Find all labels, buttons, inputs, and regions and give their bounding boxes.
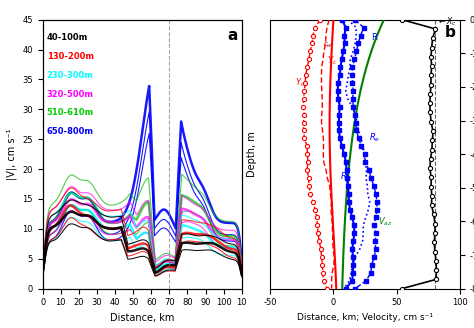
Text: 320-500m: 320-500m [46,90,94,99]
X-axis label: Distance, km; Velocity, cm s⁻¹: Distance, km; Velocity, cm s⁻¹ [297,313,433,322]
Text: 40-100m: 40-100m [46,33,88,42]
Text: a: a [228,28,238,43]
Text: $R_w$: $R_w$ [340,170,352,183]
Text: 650-800m: 650-800m [46,127,94,136]
Text: $\leftarrow X_c$: $\leftarrow X_c$ [437,16,456,28]
Text: $Y_{ce}$: $Y_{ce}$ [295,76,309,89]
Y-axis label: |V|, cm s⁻¹: |V|, cm s⁻¹ [6,128,17,180]
Text: 230-300m: 230-300m [46,71,93,80]
Text: $R_e$: $R_e$ [369,132,380,144]
Text: 510-610m: 510-610m [46,109,94,117]
X-axis label: Distance, km: Distance, km [110,313,174,323]
Text: 130-200m: 130-200m [46,52,94,61]
Text: $c_w$: $c_w$ [323,41,333,50]
Text: b: b [445,25,456,40]
Text: $Y_c$: $Y_c$ [327,54,337,67]
Text: R: R [371,33,377,42]
Y-axis label: Depth, m: Depth, m [247,131,257,177]
Text: $V_{az}$: $V_{az}$ [378,216,392,228]
